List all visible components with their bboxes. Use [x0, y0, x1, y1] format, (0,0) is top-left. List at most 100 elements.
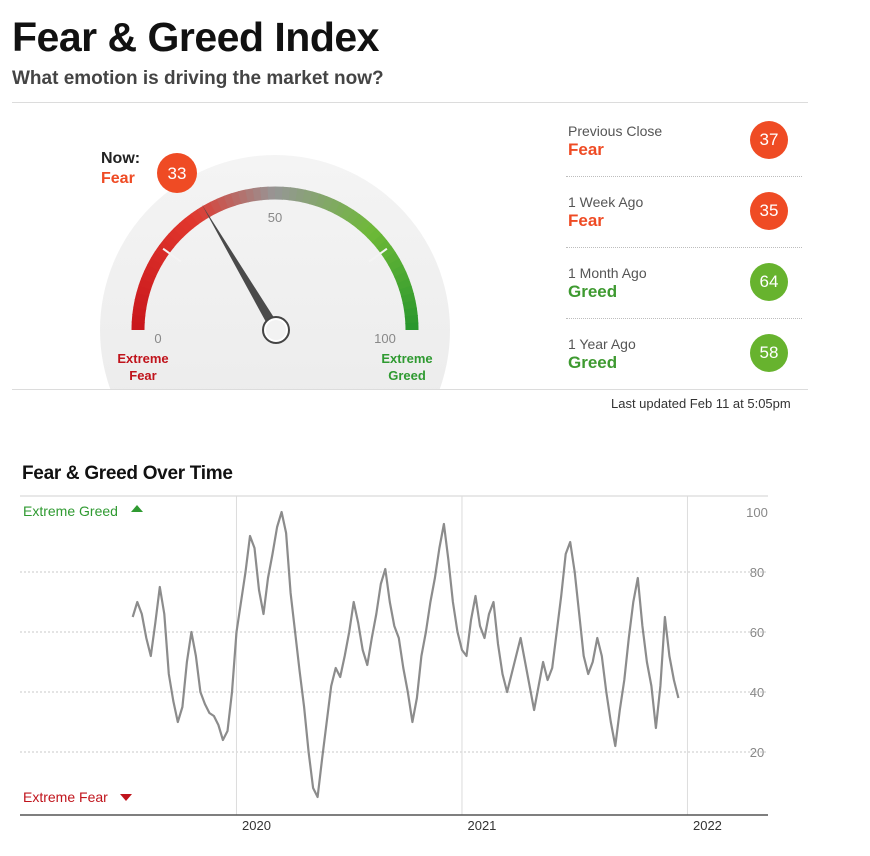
history-item-previous-close: Previous Close Fear 37	[566, 106, 802, 177]
gauge-arc-segment	[143, 263, 160, 277]
history-list: Previous Close Fear 37 1 Week Ago Fear 3…	[566, 106, 802, 389]
gauge-arc-segment	[158, 238, 175, 254]
gauge-arc-segment	[147, 257, 163, 271]
gauge-arc-segment	[403, 307, 418, 318]
gauge-needle-hub-inner	[266, 320, 286, 340]
gauge-arc-segment	[387, 258, 404, 272]
gauge-min-label: 0	[154, 331, 161, 346]
gauge-arc-segment	[203, 201, 217, 218]
gauge-arc-segment	[150, 250, 167, 265]
gauge-arc-segment	[237, 189, 249, 204]
gauge-arc-segment	[260, 186, 270, 201]
gauge-right-label-line2: Greed	[388, 368, 426, 383]
gauge-value-badge	[157, 153, 197, 193]
gauge-divider-left	[162, 247, 182, 263]
gauge-arc-segment	[391, 264, 407, 278]
gauge-arc-segment	[302, 189, 314, 205]
gauge-arc-segment	[334, 202, 348, 218]
chart-series-line	[131, 510, 680, 799]
gauge-arc-segment	[401, 292, 416, 304]
history-item-value-badge: 64	[750, 263, 788, 301]
gauge-arc-segment	[133, 299, 148, 310]
gauge-arc-segment	[230, 191, 243, 206]
gauge-arc-segment	[321, 196, 335, 212]
chart-y-tick-label: 80	[750, 565, 764, 580]
history-item-status: Greed	[568, 353, 618, 372]
gauge-arc-segment	[346, 209, 361, 226]
gauge-arc-segment	[396, 278, 412, 291]
gauge-arc-segment	[184, 213, 200, 229]
chart-y-tick-label: 100	[746, 505, 768, 520]
gauge-arc-segment	[196, 205, 211, 221]
gauge-arc-segment	[357, 218, 372, 234]
history-item-status: Fear	[568, 211, 604, 230]
gauge-max-label: 100	[374, 331, 396, 346]
gauge-arc-segment	[351, 213, 367, 230]
gauge-mid-label: 50	[268, 210, 282, 225]
gauge-arc-segment	[138, 277, 154, 290]
gauge-arc-segment	[178, 217, 194, 234]
chart-y-axis: 100 80 60 40 20	[746, 505, 768, 760]
gauge-arc-segment	[245, 188, 256, 203]
gauge-color-arc	[131, 186, 419, 331]
history-item-label: 1 Week Ago	[568, 194, 644, 210]
gauge-arc-segment	[168, 227, 184, 243]
gauge-arc-segment	[281, 186, 292, 201]
gauge-arc-segment	[209, 198, 223, 214]
gauge-divider-right	[368, 247, 388, 263]
chart-extreme-fear-label: Extreme Fear	[23, 789, 108, 805]
gauge-right-label-line1: Extreme	[381, 351, 432, 366]
gauge-now-label: Now:	[101, 150, 140, 167]
gauge-arc-segment	[362, 223, 378, 239]
gauge-left-label-line1: Extreme	[117, 351, 168, 366]
chart-y-tick-label: 20	[750, 745, 764, 760]
gauge-arc-segment	[252, 187, 263, 202]
history-item-value-badge: 35	[750, 192, 788, 230]
gauge-arc-segment	[141, 270, 157, 284]
gauge-arc-segment	[371, 233, 388, 249]
gauge-arc-segment	[402, 300, 417, 311]
gauge-arc-segment	[394, 271, 410, 285]
gauge-arc-segment	[216, 195, 230, 211]
gauge-arc-segment	[308, 191, 321, 207]
history-item-label: 1 Month Ago	[568, 265, 647, 281]
chart-extreme-greed-label: Extreme Greed	[23, 503, 118, 519]
history-item-value-badge: 37	[750, 121, 788, 159]
gauge-arc-segment	[315, 193, 328, 209]
chart-x-tick-label: 2022	[693, 818, 722, 833]
gauge-value-text: 33	[168, 164, 187, 183]
gauge-arc-segment	[173, 222, 189, 238]
history-item-label: Previous Close	[568, 123, 663, 139]
history-item-status: Fear	[568, 140, 604, 159]
chart-x-axis: 2020 2021 2022	[235, 496, 722, 833]
gauge-arc-segment	[295, 188, 306, 203]
chart-up-triangle-icon	[131, 505, 143, 512]
gauge-arc-segment	[163, 233, 179, 248]
history-item-label: 1 Year Ago	[568, 336, 636, 352]
gauge-needle	[201, 204, 281, 333]
gauge-arc-segment	[340, 205, 355, 222]
divider-bottom	[12, 389, 808, 390]
page-title: Fear & Greed Index	[12, 14, 379, 60]
history-item-1-month-ago: 1 Month Ago Greed 64	[566, 248, 802, 319]
gauge-arc-segment	[404, 315, 419, 325]
gauge-arc-segment	[399, 285, 414, 298]
gauge-arc-segment	[380, 245, 396, 260]
gauge-arc-segment	[223, 193, 236, 209]
gauge-arc-segment	[132, 306, 147, 317]
gauge-background	[100, 155, 450, 389]
gauge-arc-segment	[367, 228, 383, 244]
chart-y-tick-label: 60	[750, 625, 764, 640]
history-item-status: Greed	[568, 282, 618, 301]
gauge-left-label-line2: Fear	[129, 368, 156, 383]
fear-greed-over-time-chart: 2020 2021 2022 100 80 60 40 20 Extreme Greed E…	[20, 495, 768, 833]
chart-title: Fear & Greed Over Time	[22, 463, 233, 484]
gauge-arc-segment	[328, 198, 342, 215]
history-item-1-year-ago: 1 Year Ago Greed 58	[566, 319, 802, 389]
history-item-value-badge: 58	[750, 334, 788, 372]
gauge-arc-segment	[288, 187, 299, 202]
chart-down-triangle-icon	[120, 794, 132, 801]
fear-greed-gauge: 0 50 100 Extreme Fear Extreme Greed Now:…	[100, 150, 450, 389]
divider-top	[12, 102, 808, 103]
gauge-arc-segment	[131, 313, 146, 324]
